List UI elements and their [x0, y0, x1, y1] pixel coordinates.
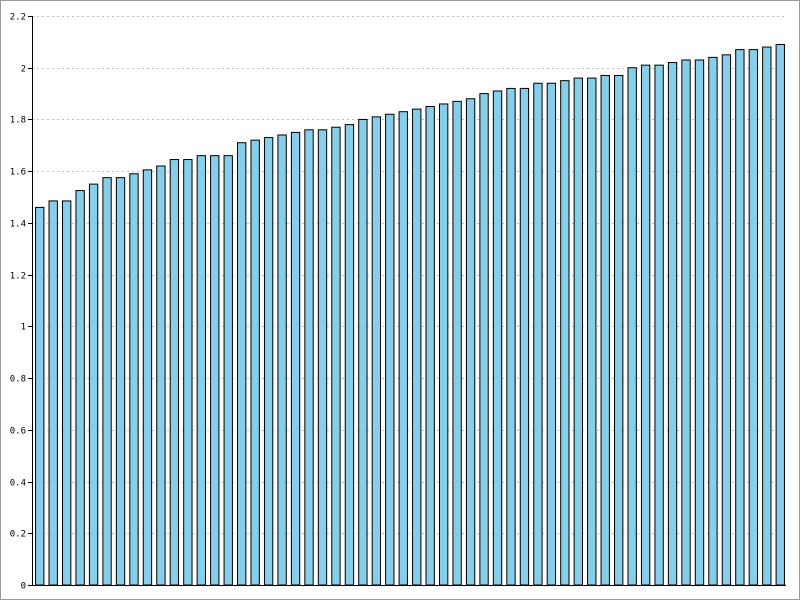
bar	[492, 90, 503, 586]
bar	[398, 111, 408, 586]
axes-layer	[32, 16, 786, 586]
y-tick-label: 1.6	[10, 168, 26, 178]
bar	[210, 155, 220, 586]
bar	[156, 165, 166, 586]
bar	[48, 200, 58, 586]
bar	[465, 98, 476, 586]
bar	[667, 62, 678, 586]
bar	[573, 77, 583, 586]
bar	[735, 49, 745, 586]
bar	[748, 49, 759, 586]
bar	[35, 206, 45, 586]
bar	[560, 80, 570, 586]
y-ticks: 0 0.2 0.4 0.6 0.8 1 1.2 1.4 1.6 1.8 2 2.2	[10, 13, 32, 592]
bar	[223, 155, 233, 586]
bar	[102, 177, 112, 586]
bar	[546, 82, 557, 586]
y-tick-label: 1.8	[10, 116, 26, 126]
y-tick-label: 1	[21, 323, 26, 333]
y-tick-label: 1.2	[10, 272, 26, 282]
bar	[142, 169, 153, 586]
bar	[196, 155, 206, 586]
y-tick-label: 0	[21, 582, 26, 592]
bar	[115, 177, 126, 586]
y-tick-label: 0.4	[10, 479, 26, 489]
bar	[654, 64, 664, 586]
bar	[250, 139, 260, 586]
bar	[762, 46, 772, 586]
bars-layer	[35, 43, 785, 586]
bar	[61, 200, 72, 586]
y-tick-label: 0.6	[10, 427, 26, 437]
bar	[587, 77, 597, 586]
bar	[425, 106, 435, 586]
bar	[290, 131, 301, 586]
bar	[385, 113, 395, 586]
bar	[331, 126, 341, 586]
y-tick-label: 2	[21, 65, 26, 75]
bar	[533, 82, 543, 586]
bar	[277, 134, 287, 586]
bar	[183, 159, 193, 586]
bar	[452, 100, 462, 586]
bar	[344, 124, 355, 586]
y-tick-label: 2.2	[10, 13, 26, 23]
bar	[412, 108, 422, 586]
bar	[75, 190, 85, 586]
bar	[775, 43, 785, 586]
bar	[681, 59, 691, 586]
bar	[237, 142, 247, 586]
bar	[88, 183, 99, 586]
bar	[129, 173, 139, 586]
bar	[371, 116, 382, 586]
y-tick-label: 1.4	[10, 220, 26, 230]
bar	[640, 64, 651, 586]
bar	[614, 74, 624, 586]
y-tick-label: 0.2	[10, 530, 26, 540]
bar	[317, 129, 328, 586]
bar	[694, 59, 705, 586]
bar	[519, 87, 530, 586]
bar	[708, 56, 718, 586]
bar	[506, 87, 516, 586]
bar	[169, 159, 180, 586]
bar	[304, 129, 314, 586]
bar	[721, 54, 732, 586]
bar	[263, 137, 274, 586]
bar	[358, 118, 368, 586]
bar	[479, 93, 489, 586]
y-tick-label: 0.8	[10, 375, 26, 385]
bar	[627, 67, 637, 586]
bar	[600, 74, 610, 586]
bar	[438, 103, 449, 586]
